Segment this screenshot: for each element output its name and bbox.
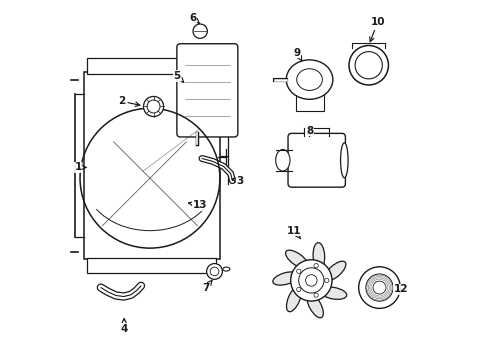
Bar xyxy=(87,58,216,74)
Ellipse shape xyxy=(286,60,333,99)
Ellipse shape xyxy=(287,287,301,312)
Text: 11: 11 xyxy=(287,226,302,239)
Text: 6: 6 xyxy=(189,13,199,23)
Ellipse shape xyxy=(324,261,346,281)
Bar xyxy=(84,72,220,259)
Ellipse shape xyxy=(273,272,299,285)
Bar xyxy=(87,258,216,273)
Ellipse shape xyxy=(223,267,230,271)
Bar xyxy=(295,91,323,111)
Ellipse shape xyxy=(286,250,308,269)
Text: 5: 5 xyxy=(173,71,184,82)
Text: 7: 7 xyxy=(202,280,212,293)
Text: 9: 9 xyxy=(294,48,302,61)
Circle shape xyxy=(291,260,332,301)
Circle shape xyxy=(207,264,222,279)
Ellipse shape xyxy=(341,143,348,178)
Ellipse shape xyxy=(313,243,325,269)
Text: 3: 3 xyxy=(232,176,244,186)
Ellipse shape xyxy=(307,294,323,318)
Text: 2: 2 xyxy=(118,96,140,107)
Text: 12: 12 xyxy=(394,284,408,294)
FancyBboxPatch shape xyxy=(288,134,345,187)
Text: 10: 10 xyxy=(370,17,385,42)
Text: 13: 13 xyxy=(189,200,207,210)
Circle shape xyxy=(193,24,207,39)
FancyBboxPatch shape xyxy=(177,44,238,137)
Text: 1: 1 xyxy=(74,162,86,172)
Text: 4: 4 xyxy=(121,319,128,334)
Ellipse shape xyxy=(320,287,347,299)
Ellipse shape xyxy=(276,149,290,171)
Text: 8: 8 xyxy=(306,126,313,136)
Circle shape xyxy=(144,96,164,117)
